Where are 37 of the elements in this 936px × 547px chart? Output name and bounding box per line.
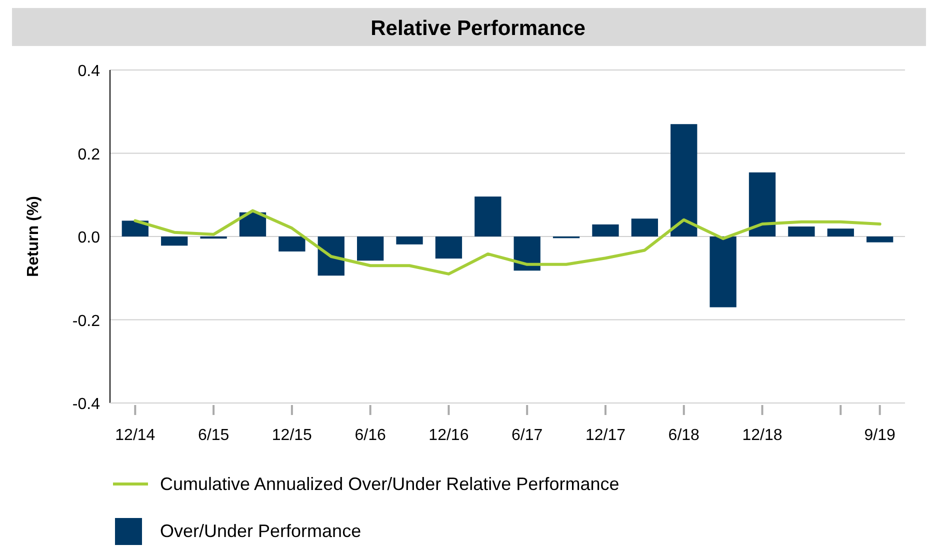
y-tick-label: 0.0 xyxy=(78,230,100,246)
bar xyxy=(514,236,540,271)
x-tick-label: 12/18 xyxy=(742,427,782,444)
bar xyxy=(357,236,384,261)
bar xyxy=(827,228,854,236)
bar xyxy=(435,236,462,259)
chart-title: Relative Performance xyxy=(370,17,586,40)
x-tick-label: 12/14 xyxy=(115,427,156,444)
bar xyxy=(592,224,619,236)
line-series xyxy=(134,209,882,276)
y-tick-label: 0.4 xyxy=(78,63,100,80)
bar xyxy=(161,236,188,246)
bar xyxy=(318,236,344,276)
x-tick-label: 6/16 xyxy=(354,427,386,444)
x-tick-label: 6/15 xyxy=(198,427,230,444)
y-axis-title: Return (%) xyxy=(25,196,42,277)
bar xyxy=(710,236,736,308)
bar xyxy=(866,236,894,242)
x-tick-label: 12/15 xyxy=(272,427,312,444)
y-tick-label: -0.2 xyxy=(72,312,100,330)
bar xyxy=(748,172,776,236)
bar xyxy=(788,226,815,236)
y-tick-label: -0.4 xyxy=(72,396,100,413)
bar xyxy=(670,124,698,236)
y-tick-label: 0.2 xyxy=(78,146,100,164)
x-tick-label: 6/18 xyxy=(668,427,700,444)
bar xyxy=(474,196,502,236)
x-tick-label: 12/17 xyxy=(585,427,626,444)
legend-label: Over/Under Performance xyxy=(160,521,362,541)
x-tick-label: 12/16 xyxy=(428,427,469,444)
bar xyxy=(122,220,148,236)
bar xyxy=(631,218,658,236)
legend-label: Cumulative Annualized Over/Under Relative Performance xyxy=(160,474,620,494)
x-tick-label: 9/19 xyxy=(864,427,896,444)
bar xyxy=(396,236,423,244)
bar xyxy=(278,236,306,252)
x-tick-label: 6/17 xyxy=(512,427,543,444)
